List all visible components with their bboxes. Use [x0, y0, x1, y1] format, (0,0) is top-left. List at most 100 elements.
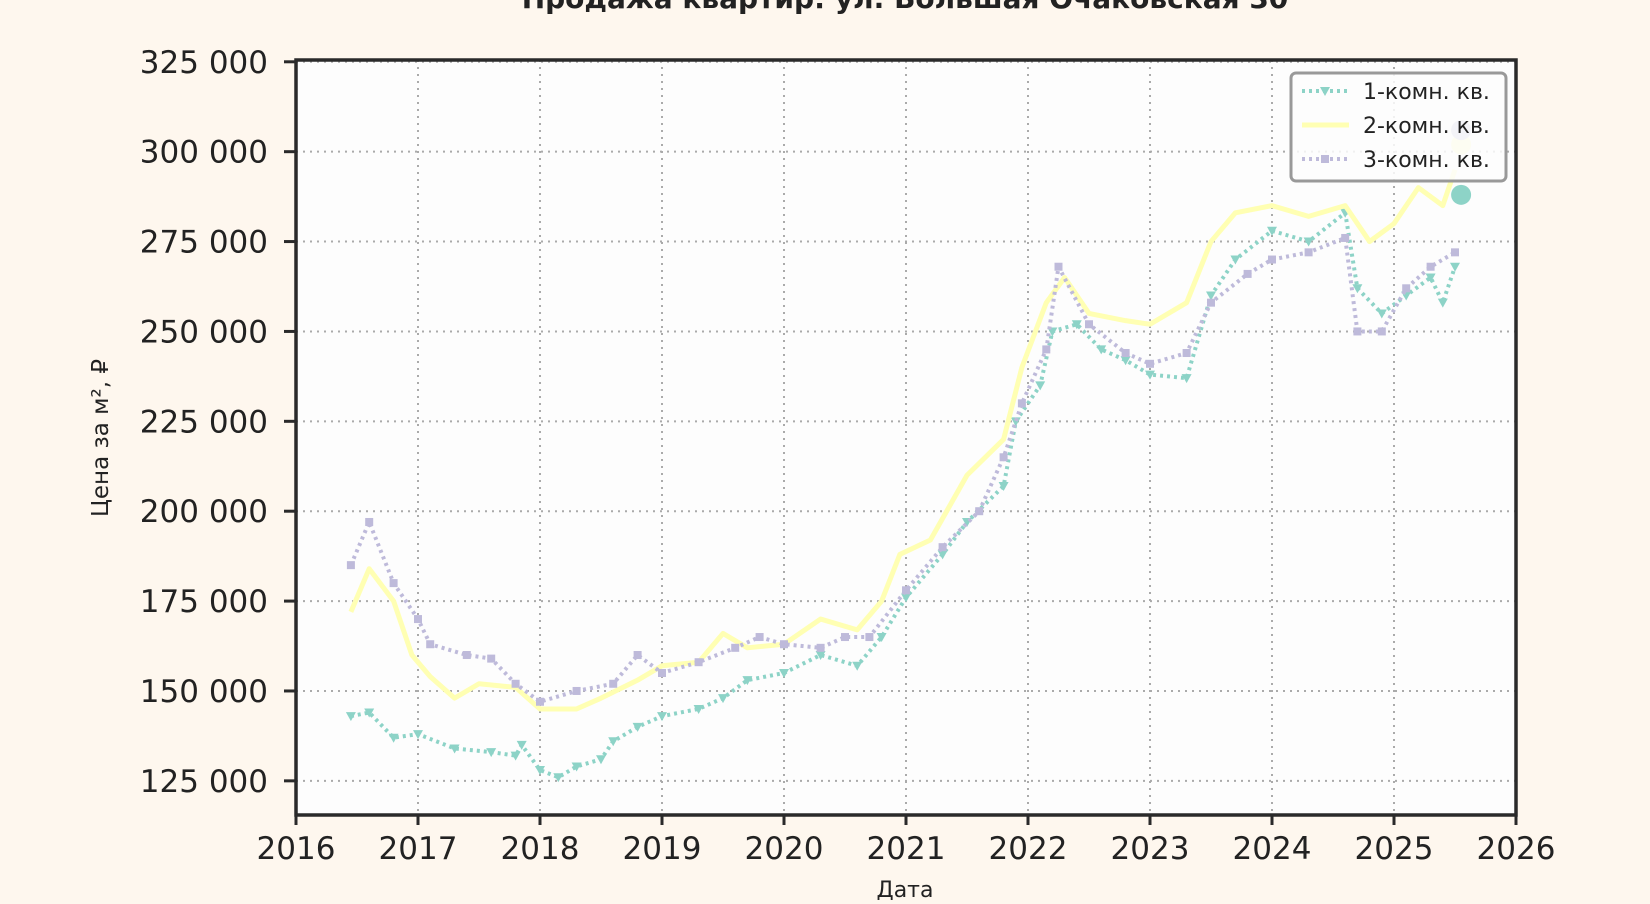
triangle-marker — [1425, 273, 1436, 283]
triangle-marker — [486, 748, 497, 758]
triangle-marker — [1267, 226, 1277, 236]
triangle-marker — [364, 708, 375, 718]
square-marker — [1017, 399, 1026, 408]
triangle-marker — [1145, 370, 1155, 380]
triangle-marker — [632, 722, 643, 732]
x-tick-label: 2020 — [745, 831, 824, 867]
y-tick-label: 175 000 — [140, 584, 268, 620]
x-tick-label: 2018 — [501, 831, 580, 867]
triangle-marker — [1120, 356, 1131, 366]
x-tick-label: 2024 — [1233, 831, 1312, 867]
square-marker — [694, 658, 703, 667]
square-marker — [1207, 298, 1215, 307]
y-tick-label: 325 000 — [140, 45, 268, 81]
y-axis-label: Цена за м², ₽ — [88, 359, 114, 517]
triangle-marker — [413, 730, 423, 740]
square-marker — [346, 561, 355, 570]
square-marker — [1304, 248, 1313, 257]
y-tick-label: 300 000 — [140, 135, 268, 171]
legend-label-3: 3-комн. кв. — [1363, 148, 1490, 173]
square-marker — [938, 543, 947, 552]
square-marker — [658, 668, 666, 677]
legend-label-2: 2-комн. кв. — [1363, 114, 1490, 139]
x-tick-label: 2026 — [1477, 831, 1556, 867]
square-marker — [780, 640, 788, 649]
triangle-marker — [571, 762, 582, 772]
x-tick-label: 2022 — [989, 831, 1068, 867]
triangle-marker — [693, 704, 704, 714]
triangle-marker — [815, 651, 826, 661]
x-tick-label: 2016 — [257, 831, 336, 867]
series-line — [348, 168, 1458, 712]
triangle-marker — [388, 733, 399, 743]
triangle-marker — [1320, 87, 1330, 96]
chart-title: Продажа квартир: ул. Большая Очаковская … — [522, 0, 1289, 15]
triangle-marker — [1437, 298, 1448, 308]
plot-area — [296, 60, 1516, 815]
square-marker — [841, 633, 849, 642]
x-tick-label: 2021 — [867, 831, 946, 867]
y-tick-label: 275 000 — [140, 225, 268, 261]
legend-box — [1289, 71, 1508, 183]
triangle-marker — [608, 737, 619, 747]
square-marker — [487, 654, 496, 663]
square-marker — [1085, 320, 1093, 329]
x-tick-label: 2025 — [1355, 831, 1434, 867]
triangle-marker — [657, 712, 667, 722]
triangle-marker — [852, 661, 863, 671]
triangle-marker — [1181, 374, 1192, 384]
square-marker — [609, 679, 618, 688]
triangle-marker — [553, 773, 564, 783]
x-axis-label: Дата — [877, 878, 934, 900]
triangle-marker — [1047, 327, 1058, 337]
triangle-marker — [1303, 237, 1314, 247]
square-marker — [1321, 155, 1329, 163]
triangle-marker — [1035, 381, 1046, 391]
square-marker — [731, 643, 740, 652]
x-tick-label: 2023 — [1111, 831, 1190, 867]
triangle-marker — [596, 755, 606, 765]
square-marker — [414, 615, 422, 624]
triangle-marker — [742, 676, 753, 686]
triangle-marker — [1096, 345, 1107, 355]
square-marker — [1042, 345, 1051, 354]
y-tick-label: 200 000 — [140, 494, 268, 530]
legend-label-1: 1-комн. кв. — [1363, 80, 1490, 105]
square-marker — [1268, 255, 1276, 264]
square-marker — [426, 640, 435, 649]
square-marker — [1146, 359, 1154, 368]
square-marker — [1377, 327, 1386, 336]
triangle-marker — [1071, 320, 1082, 330]
triangle-marker — [449, 744, 460, 754]
y-tick-label: 250 000 — [140, 314, 268, 350]
triangle-marker — [876, 633, 887, 643]
square-marker — [1451, 248, 1459, 257]
square-marker — [1426, 262, 1435, 271]
x-tick-label: 2017 — [379, 831, 458, 867]
triangle-marker — [1352, 284, 1363, 294]
square-marker — [1243, 269, 1252, 278]
square-marker — [975, 507, 984, 516]
triangle-marker — [535, 766, 545, 776]
y-tick-label: 125 000 — [140, 764, 268, 800]
square-marker — [1182, 349, 1191, 358]
triangle-marker — [779, 668, 789, 678]
square-marker — [572, 686, 581, 695]
triangle-marker — [718, 694, 728, 704]
square-marker — [462, 651, 471, 660]
triangle-marker — [516, 740, 527, 750]
series-1 — [345, 184, 1472, 783]
ticks: 2016 2017 2018 2019 2020 2021 2022 2023 2024 2025… — [140, 45, 1556, 867]
triangle-marker — [1376, 309, 1387, 319]
triangle-marker — [345, 712, 356, 722]
square-marker — [1054, 262, 1063, 271]
square-marker — [536, 697, 544, 706]
square-marker — [755, 633, 764, 642]
y-tick-label: 225 000 — [140, 404, 268, 440]
legend: 1-комн. кв. 2-комн. кв. 3-комн. кв. — [1289, 71, 1508, 183]
square-marker — [1341, 233, 1350, 242]
y-tick-label: 150 000 — [140, 674, 268, 710]
triangle-marker — [510, 751, 521, 761]
square-marker — [511, 679, 520, 688]
